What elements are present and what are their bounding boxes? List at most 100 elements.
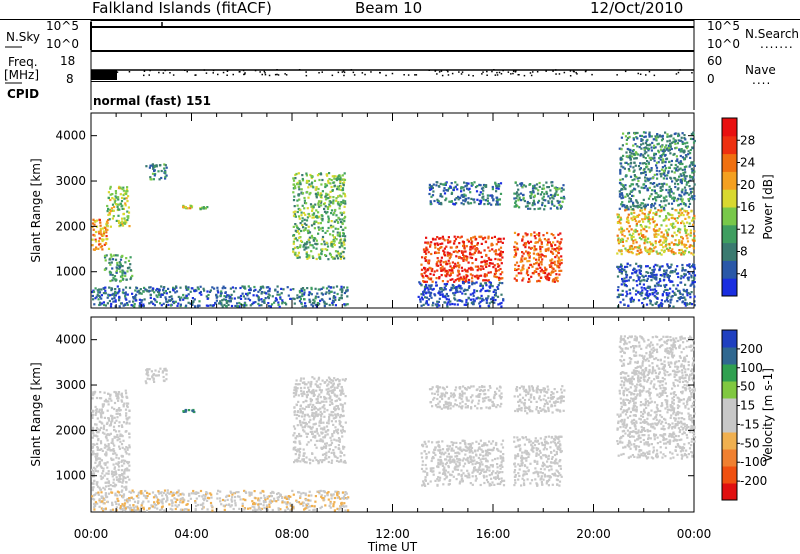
data-cell (630, 234, 633, 237)
data-cell (683, 289, 686, 293)
data-cell (656, 184, 659, 187)
data-cell (654, 197, 657, 200)
data-cell (189, 290, 192, 293)
data-cell (118, 299, 121, 302)
data-cell (659, 173, 662, 176)
freq-dot (513, 69, 515, 72)
data-cell (626, 292, 629, 296)
data-cell (558, 248, 561, 251)
data-cell (427, 276, 430, 279)
data-cell (424, 287, 427, 290)
data-cell (113, 421, 116, 424)
data-cell (677, 230, 680, 233)
data-cell (327, 193, 330, 196)
data-cell (463, 246, 466, 249)
data-cell (665, 244, 668, 247)
data-cell (167, 303, 170, 307)
data-cell (628, 197, 631, 200)
data-cell (100, 294, 103, 297)
data-cell (467, 267, 470, 270)
data-cell (189, 302, 192, 305)
data-cell (436, 198, 439, 201)
data-cell (152, 178, 155, 181)
data-cell (656, 136, 660, 139)
data-cell (109, 208, 112, 211)
data-cell (257, 302, 260, 305)
data-cell (345, 289, 348, 292)
data-cell (454, 250, 457, 253)
data-cell (640, 143, 643, 146)
data-cell (437, 199, 440, 203)
data-cell (126, 190, 129, 193)
data-cell (522, 252, 525, 255)
data-cell (333, 257, 336, 260)
data-cell (338, 231, 341, 234)
data-cell (493, 301, 496, 304)
data-cell (467, 261, 470, 264)
data-cell (154, 374, 157, 377)
data-cell (648, 285, 652, 288)
data-cell (668, 213, 671, 216)
nsky-panel-frame (90, 20, 695, 51)
data-cell (340, 244, 343, 247)
data-cell (619, 216, 622, 219)
data-cell (539, 261, 542, 264)
data-cell (497, 187, 500, 190)
data-cell (461, 277, 464, 280)
data-cell (125, 488, 128, 491)
data-cell (337, 227, 340, 231)
data-cell (474, 250, 477, 253)
freq-dot (361, 72, 364, 74)
data-cell (330, 220, 333, 223)
data-cell (535, 183, 539, 186)
data-cell (258, 304, 261, 307)
data-cell (485, 284, 488, 287)
data-cell (107, 443, 110, 446)
data-cell (551, 184, 554, 187)
data-cell (673, 243, 676, 246)
data-cell (497, 287, 500, 290)
data-cell (115, 219, 118, 222)
data-cell (123, 486, 126, 489)
data-cell (324, 434, 327, 437)
data-cell (651, 291, 654, 295)
data-cell (456, 251, 459, 254)
data-cell (686, 292, 689, 295)
data-cell (491, 248, 494, 251)
data-cell (550, 181, 553, 184)
data-cell (627, 137, 630, 140)
data-cell (473, 251, 476, 254)
freq-dot (285, 74, 288, 76)
data-cell (437, 247, 440, 251)
data-cell (550, 250, 553, 253)
data-cell (555, 190, 558, 193)
data-cell (621, 158, 624, 161)
data-cell (530, 193, 533, 196)
data-cell (633, 267, 636, 270)
data-cell (323, 301, 326, 304)
data-cell (97, 291, 100, 294)
data-cell (628, 169, 631, 172)
data-cell (113, 205, 116, 209)
data-cell (331, 433, 334, 436)
data-cell (120, 485, 124, 488)
data-cell (524, 205, 528, 208)
freq-dot (558, 73, 561, 75)
data-cell (255, 294, 258, 297)
data-cell (297, 172, 300, 175)
data-cell (326, 210, 329, 214)
data-cell (342, 199, 345, 202)
data-cell (330, 243, 333, 246)
data-cell (297, 254, 300, 257)
freq-dot (343, 71, 346, 74)
data-cell (538, 185, 541, 188)
data-cell (427, 298, 430, 301)
data-cell (448, 200, 451, 203)
data-cell (468, 187, 471, 190)
data-cell (469, 273, 472, 276)
data-cell (95, 295, 98, 298)
data-cell (624, 247, 627, 250)
data-cell (657, 252, 660, 255)
data-cell (679, 292, 682, 295)
data-cell (104, 463, 107, 466)
